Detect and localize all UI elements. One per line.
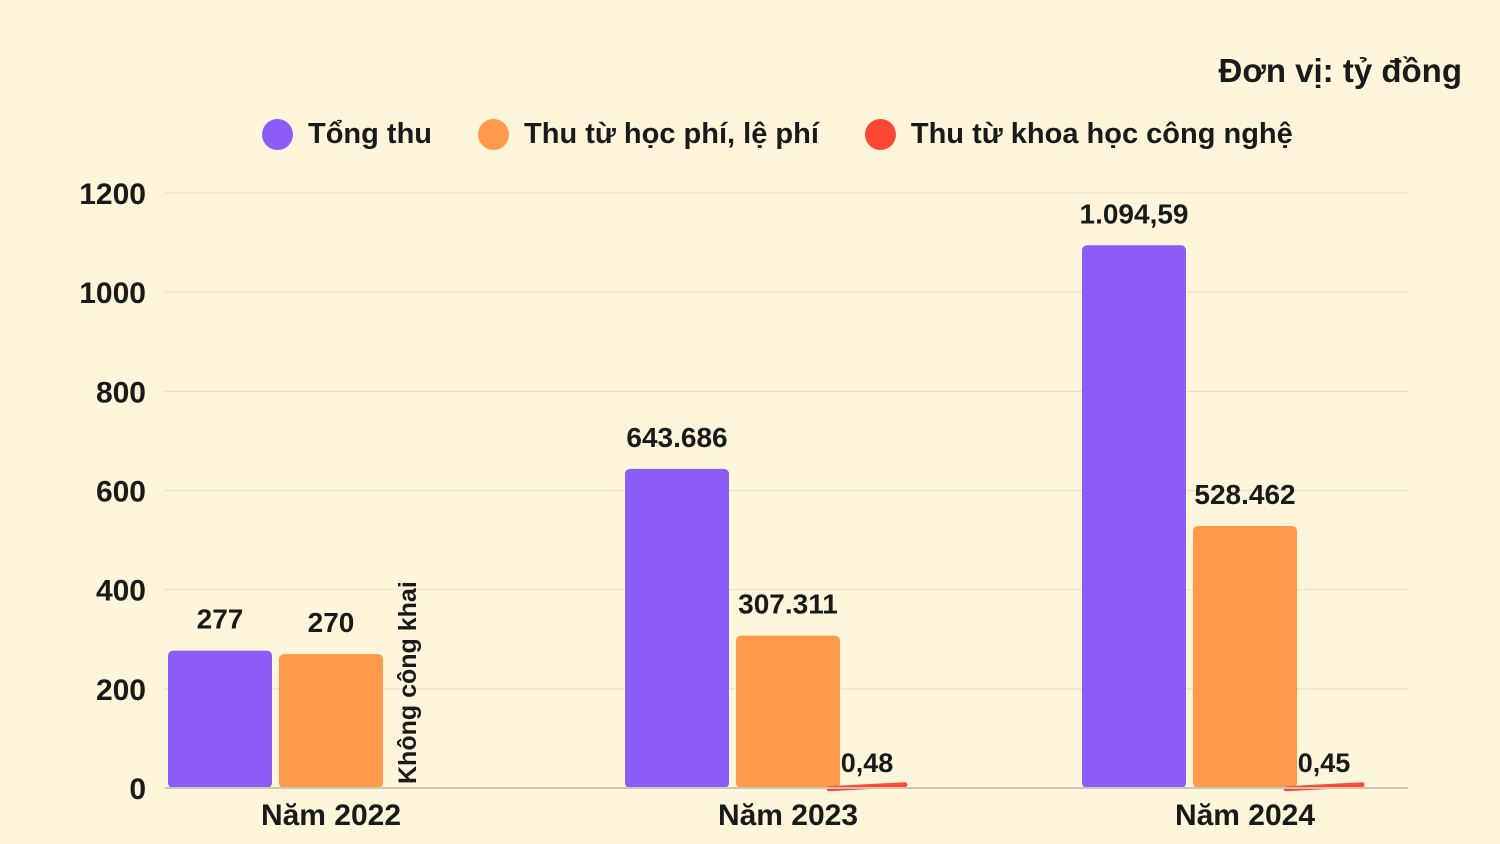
y-tick-label: 0	[129, 773, 146, 806]
y-tick-label: 1000	[79, 277, 146, 310]
value-label: 1.094,59	[1080, 198, 1189, 229]
x-category-label: Năm 2022	[261, 799, 401, 832]
legend-item-total: Tổng thu	[262, 118, 432, 151]
value-label-not-disclosed: Không công khai	[394, 581, 422, 784]
bar	[625, 468, 729, 788]
legend-item-science: Thu từ khoa học công nghệ	[864, 118, 1293, 151]
x-category-label: Năm 2023	[718, 799, 858, 832]
bar	[1082, 245, 1186, 788]
y-tick-label: 1200	[79, 178, 146, 211]
bar	[168, 650, 272, 788]
legend-dot-tuition-icon	[478, 119, 510, 150]
value-label: 0,45	[1298, 748, 1351, 778]
legend-label-tuition: Thu từ học phí, lệ phí	[524, 118, 819, 150]
y-tick-label: 400	[96, 575, 146, 608]
legend-label-total: Tổng thu	[308, 118, 433, 150]
value-label: 277	[197, 604, 244, 635]
value-label: 307.311	[738, 589, 838, 620]
value-label: 643.686	[626, 422, 727, 453]
chart-legend: Tổng thu Thu từ học phí, lệ phí Thu từ k…	[262, 118, 1339, 151]
value-label: 528.462	[1194, 479, 1295, 510]
y-tick-label: 600	[96, 476, 146, 509]
legend-item-tuition: Thu từ học phí, lệ phí	[478, 118, 819, 151]
x-category-label: Năm 2024	[1175, 799, 1315, 832]
unit-label: Đơn vị: tỷ đồng	[1218, 52, 1462, 89]
legend-label-science: Thu từ khoa học công nghệ	[910, 118, 1293, 150]
y-tick-label: 200	[96, 674, 146, 707]
value-label: 270	[308, 607, 355, 638]
legend-dot-total-icon	[262, 119, 293, 150]
value-label: 0,48	[841, 748, 894, 778]
y-tick-label: 800	[96, 376, 146, 409]
bar	[1193, 525, 1297, 788]
bar	[736, 635, 840, 788]
bar	[279, 654, 383, 788]
legend-dot-science-icon	[864, 119, 896, 150]
